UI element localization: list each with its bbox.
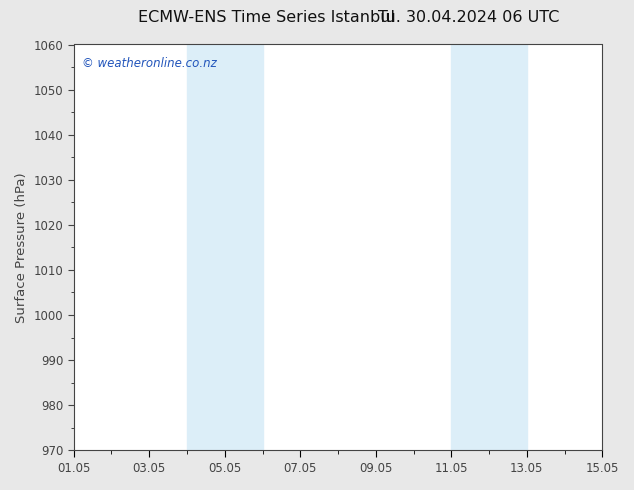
Text: © weatheronline.co.nz: © weatheronline.co.nz bbox=[82, 57, 216, 70]
Bar bbox=[451, 45, 527, 450]
Text: ECMW-ENS Time Series Istanbul: ECMW-ENS Time Series Istanbul bbox=[138, 10, 395, 25]
Text: Tu. 30.04.2024 06 UTC: Tu. 30.04.2024 06 UTC bbox=[378, 10, 560, 25]
Bar bbox=[187, 45, 262, 450]
Y-axis label: Surface Pressure (hPa): Surface Pressure (hPa) bbox=[15, 172, 28, 322]
